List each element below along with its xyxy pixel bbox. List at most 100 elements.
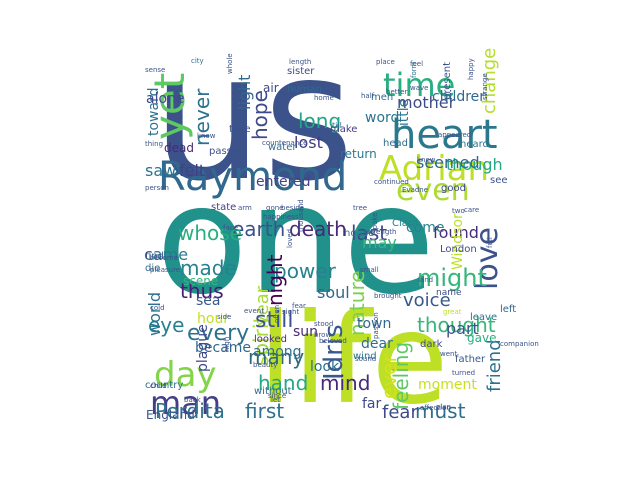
cloud-word: name — [436, 288, 462, 298]
cloud-word: wave — [410, 84, 428, 92]
cloud-word: time — [383, 66, 455, 104]
cloud-word: water — [268, 142, 297, 153]
cloud-word: spirit — [249, 316, 273, 366]
cloud-word: place — [376, 58, 395, 66]
cloud-word: continued — [374, 178, 409, 186]
cloud-word: never — [190, 88, 214, 146]
cloud-word: countenance — [262, 139, 307, 147]
cloud-word: went — [440, 350, 457, 358]
cloud-word: know — [197, 132, 216, 140]
cloud-word: man — [150, 384, 221, 422]
cloud-word: father — [455, 354, 486, 365]
cloud-word: length — [289, 58, 311, 66]
cloud-word: looked — [254, 334, 287, 345]
cloud-word: part — [446, 319, 479, 338]
cloud-word: find — [145, 251, 164, 262]
cloud-word: mother — [397, 93, 456, 112]
cloud-word: house — [344, 228, 374, 239]
cloud-word: town — [357, 316, 391, 332]
cloud-word: make — [330, 124, 357, 135]
cloud-word: world — [145, 292, 164, 336]
cloud-word: eye — [148, 313, 184, 337]
cloud-word: human — [287, 84, 322, 95]
cloud-word: loved — [286, 229, 294, 248]
cloud-word: Adrian — [379, 149, 489, 189]
cloud-word: night — [263, 254, 287, 306]
cloud-word: wind — [353, 351, 377, 362]
cloud-word: two — [452, 207, 465, 215]
cloud-word: sight — [282, 308, 299, 316]
cloud-word: plague — [195, 324, 211, 372]
cloud-word: dead — [164, 141, 194, 155]
cloud-word: London — [440, 244, 477, 255]
cloud-word: gave — [467, 331, 496, 345]
cloud-word: heart — [391, 112, 498, 158]
cloud-word: men — [371, 92, 393, 103]
cloud-word: feeling — [389, 342, 413, 410]
cloud-word: side — [217, 313, 231, 321]
cloud-word: back — [184, 396, 202, 404]
cloud-word: country — [145, 380, 183, 391]
cloud-word: feel — [410, 60, 423, 68]
cloud-word: brow — [314, 331, 331, 339]
cloud-word: affection — [420, 404, 451, 412]
cloud-word: come — [406, 220, 445, 236]
cloud-word: dear — [361, 336, 393, 352]
cloud-word: last — [351, 221, 387, 245]
cloud-word: Idris — [319, 324, 349, 380]
cloud-word: die — [145, 263, 160, 274]
cloud-word: might — [417, 264, 487, 292]
cloud-word: plan — [436, 403, 451, 411]
cloud-word: became — [195, 340, 251, 356]
cloud-word: death — [289, 217, 347, 241]
cloud-word: passion — [372, 312, 380, 339]
cloud-word: land — [418, 276, 433, 284]
cloud-word: sister — [287, 66, 315, 77]
cloud-word: heard — [460, 139, 489, 150]
cloud-word: happy — [467, 58, 475, 80]
cloud-word: may — [362, 233, 397, 252]
cloud-word: children — [432, 89, 488, 105]
cloud-word: felt — [179, 161, 205, 180]
cloud-word: love — [470, 227, 505, 290]
cloud-word: moment — [418, 377, 477, 393]
cloud-word: England — [146, 408, 195, 422]
cloud-word: present — [442, 62, 453, 100]
cloud-word: earth — [232, 217, 285, 241]
cloud-word: must — [415, 399, 466, 423]
cloud-word: scene — [183, 274, 218, 288]
cloud-word: head — [383, 138, 408, 149]
cloud-word: pleasure — [150, 266, 180, 274]
cloud-word: till — [332, 121, 342, 130]
cloud-word: ever — [377, 354, 401, 399]
cloud-word: thought — [417, 313, 496, 337]
cloud-word: good — [441, 183, 466, 194]
cloud-word: mind — [320, 371, 370, 395]
cloud-word: spoke — [371, 213, 379, 233]
cloud-word: life — [258, 287, 448, 432]
cloud-word: soul — [317, 283, 350, 302]
cloud-word: air — [263, 81, 279, 95]
cloud-word: toward — [146, 88, 162, 136]
cloud-word: since — [268, 392, 286, 400]
cloud-word: longer — [304, 126, 326, 134]
cloud-word: event — [244, 307, 264, 315]
cloud-word: word — [365, 110, 399, 126]
cloud-word: Perdita — [155, 399, 225, 423]
cloud-word: fear — [292, 302, 306, 310]
cloud-word: us — [152, 17, 354, 220]
cloud-word: thousand — [297, 199, 305, 232]
cloud-word: return — [340, 147, 377, 161]
cloud-word: Evadne — [402, 186, 428, 194]
cloud-word: thing — [145, 140, 163, 148]
cloud-word: often — [273, 305, 281, 323]
cloud-word: alone — [146, 91, 185, 107]
cloud-word: sun — [293, 324, 318, 340]
cloud-word: form — [410, 61, 418, 78]
cloud-word: day — [154, 355, 217, 395]
cloud-word: arm — [238, 204, 252, 212]
cloud-word: without — [254, 386, 292, 397]
cloud-word: thus — [180, 279, 224, 303]
cloud-word: sound — [355, 355, 376, 363]
